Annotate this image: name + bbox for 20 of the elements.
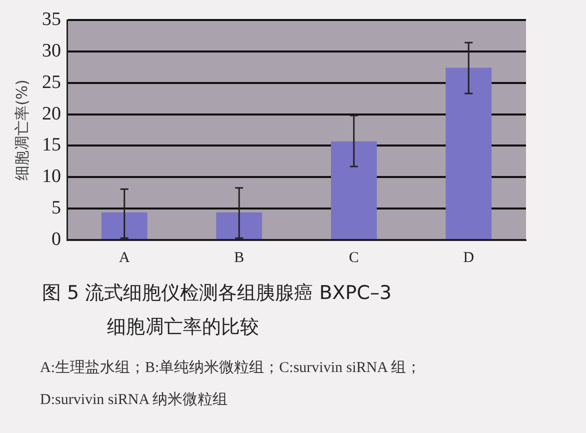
y-tick-label: 10 bbox=[42, 166, 61, 188]
y-axis-title: 细胞凋亡率(%) bbox=[12, 80, 31, 180]
y-tick-label: 0 bbox=[52, 228, 61, 250]
x-tick-label: C bbox=[348, 250, 359, 266]
y-tick-label: 15 bbox=[42, 134, 61, 156]
x-tick-label: A bbox=[118, 250, 130, 266]
y-tick-label: 30 bbox=[42, 40, 61, 62]
y-tick-label: 20 bbox=[42, 103, 61, 124]
x-tick-label: D bbox=[463, 250, 474, 266]
y-tick-label: 35 bbox=[42, 8, 61, 30]
text: 图 5 流式细胞仪检测各组胰腺癌 BXPC–3 细胞凋亡率的比较 bbox=[42, 281, 393, 340]
text: A:生理盐水组；B:单纯纳米微粒组；C:survivin siRNA 组； bbox=[40, 358, 422, 378]
bar bbox=[446, 68, 492, 239]
bar bbox=[216, 212, 262, 239]
bar bbox=[330, 141, 377, 239]
text: D:survivin siRNA 纳米微粒组 bbox=[40, 390, 229, 410]
x-tick-label: B bbox=[234, 250, 244, 266]
bar bbox=[101, 212, 148, 239]
y-tick-label: 5 bbox=[52, 198, 61, 219]
y-tick-label: 25 bbox=[42, 72, 61, 93]
